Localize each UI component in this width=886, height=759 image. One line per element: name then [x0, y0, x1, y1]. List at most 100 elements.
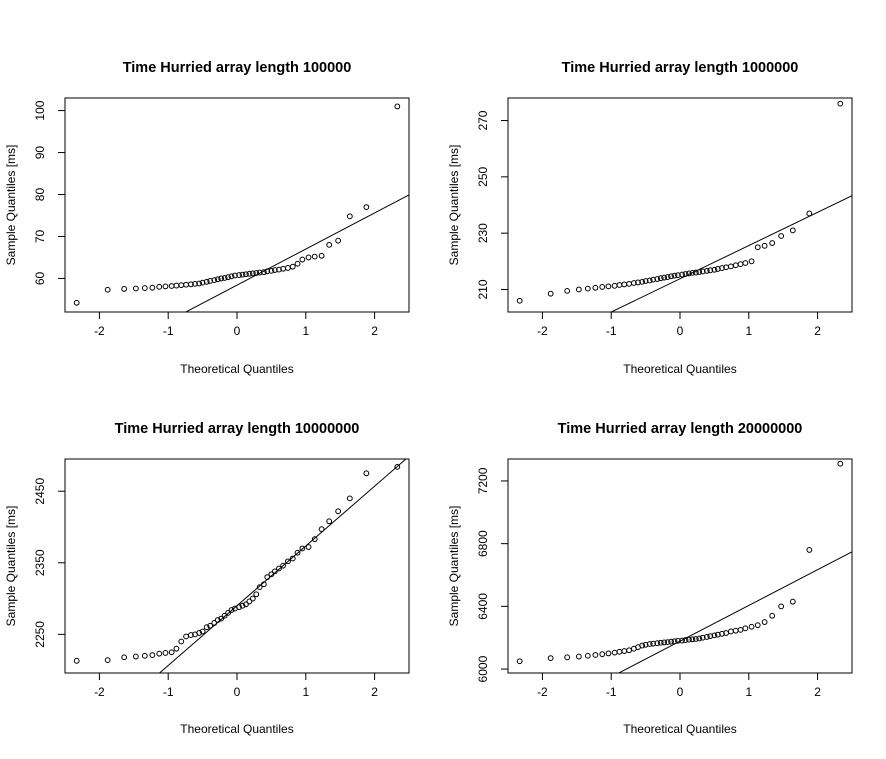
data-point [318, 252, 325, 259]
data-point [268, 267, 275, 274]
data-point [121, 286, 128, 292]
data-point [707, 633, 714, 640]
data-point [668, 273, 674, 280]
data-point [178, 638, 185, 645]
qq-panel-4: Time Hurried array length 20000000 Theore… [447, 421, 853, 736]
y-tick-label: 270 [476, 110, 490, 130]
qq-panel-3: Time Hurried array length 10000000 Theore… [4, 421, 410, 736]
data-point [564, 287, 571, 294]
qq-panel-2: Time Hurried array length 1000000 Theoret… [447, 60, 853, 376]
data-point [631, 280, 637, 286]
x-tick-label: 0 [234, 324, 241, 338]
data-point [141, 285, 148, 291]
data-point [703, 267, 710, 274]
data-point [394, 463, 401, 470]
data-point [294, 549, 301, 556]
data-point [156, 283, 163, 290]
data-point [253, 591, 260, 598]
y-axis-label: Sample Quantiles [ms] [4, 145, 18, 266]
data-point [616, 282, 623, 288]
data-point [73, 657, 80, 664]
data-point [236, 272, 242, 278]
data-point [326, 518, 333, 525]
data-point [778, 603, 785, 610]
data-point [218, 615, 225, 622]
x-axis-label: Theoretical Quantiles [623, 722, 736, 736]
data-point [211, 277, 218, 284]
data-point [837, 100, 844, 107]
data-point [168, 283, 175, 289]
data-point [243, 601, 249, 608]
data-point [699, 634, 706, 641]
data-point [664, 274, 671, 280]
data-point [199, 279, 206, 286]
data-point [211, 619, 218, 626]
y-axis-label: Sample Quantiles [ms] [447, 145, 461, 266]
data-point [346, 213, 353, 220]
data-point [754, 622, 761, 629]
data-point [149, 284, 156, 291]
data-point [711, 266, 718, 273]
data-point [214, 276, 221, 283]
data-point [742, 260, 749, 266]
data-point [837, 460, 844, 467]
data-point [732, 262, 739, 269]
data-point [246, 598, 253, 605]
data-point [748, 258, 755, 265]
x-tick-label: -1 [606, 685, 617, 699]
data-point [264, 268, 271, 275]
data-point [253, 270, 260, 276]
data-point [276, 266, 282, 273]
x-tick-label: -2 [94, 324, 105, 338]
chart-title: Time Hurried array length 100000 [123, 60, 352, 76]
data-point [203, 278, 210, 285]
data-point [335, 508, 342, 515]
data-point [280, 562, 286, 569]
data-point [196, 630, 203, 636]
qq-reference-line [184, 194, 409, 312]
x-tick-label: 2 [371, 685, 378, 699]
y-axis-label: Sample Quantiles [ms] [4, 506, 18, 627]
data-point [626, 647, 632, 654]
y-tick-label: 6000 [476, 655, 490, 682]
data-point [276, 565, 282, 572]
data-point [311, 253, 318, 260]
data-point [246, 270, 253, 277]
data-point [682, 637, 689, 643]
data-point [650, 276, 657, 283]
data-point [642, 278, 649, 284]
data-point [326, 241, 333, 248]
y-tick-label: 2450 [33, 478, 47, 505]
data-point [650, 640, 657, 647]
chart-title: Time Hurried array length 10000000 [115, 421, 360, 437]
data-point [547, 655, 554, 662]
data-point [199, 628, 206, 635]
data-point [611, 649, 618, 656]
data-point [363, 470, 370, 477]
x-tick-label: -2 [537, 685, 548, 699]
x-tick-label: -1 [606, 324, 617, 338]
data-point [661, 274, 668, 281]
y-tick-label: 6400 [476, 593, 490, 620]
data-point [769, 612, 776, 619]
data-point [778, 233, 785, 239]
data-point [294, 260, 301, 267]
data-point [299, 256, 306, 263]
data-point [285, 265, 291, 271]
data-point [363, 204, 370, 210]
data-point [221, 612, 228, 619]
data-point [289, 263, 296, 270]
y-tick-label: 100 [33, 100, 47, 120]
data-point [737, 261, 744, 268]
data-point [192, 280, 198, 287]
data-point [516, 297, 523, 304]
data-point [299, 545, 306, 552]
x-tick-label: 1 [745, 324, 752, 338]
data-point [239, 271, 246, 278]
chart-title: Time Hurried array length 1000000 [562, 60, 799, 76]
data-point [626, 280, 632, 287]
data-point [728, 628, 734, 635]
data-point [671, 272, 678, 279]
data-point [188, 632, 194, 638]
